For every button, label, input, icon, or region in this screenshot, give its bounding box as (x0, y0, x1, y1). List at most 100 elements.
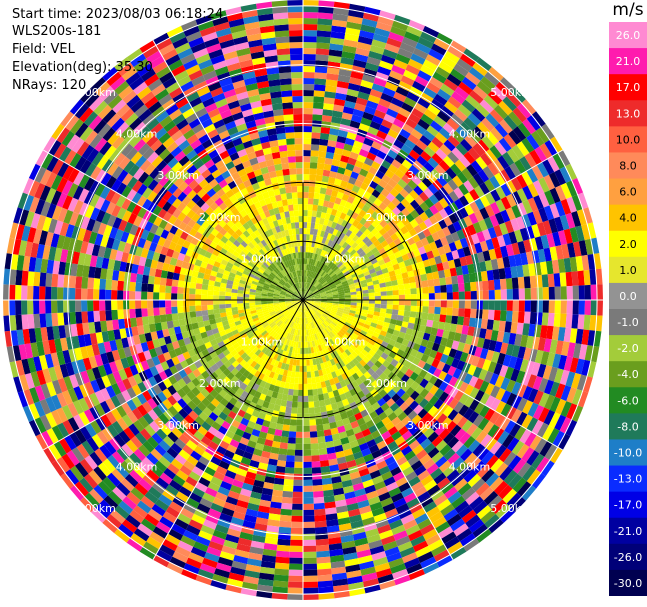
velocity-gate (430, 327, 438, 336)
velocity-gate (165, 313, 173, 322)
velocity-gate (485, 454, 499, 469)
velocity-gate (453, 523, 469, 537)
velocity-gate (447, 409, 459, 421)
velocity-gate (403, 184, 414, 194)
velocity-gate (307, 283, 312, 290)
velocity-gate (21, 270, 29, 286)
velocity-gate (341, 112, 353, 121)
velocity-gate (405, 213, 415, 223)
velocity-gate (342, 358, 349, 366)
velocity-gate (277, 538, 291, 546)
velocity-gate (286, 400, 293, 408)
velocity-gate (561, 243, 570, 259)
velocity-gate (353, 264, 361, 270)
velocity-gate (443, 205, 454, 216)
velocity-gate (313, 192, 320, 200)
velocity-gate (332, 294, 339, 297)
velocity-gate (468, 176, 480, 189)
velocity-gate (387, 201, 397, 211)
velocity-gate (443, 244, 452, 254)
velocity-gate (416, 433, 428, 445)
velocity-gate (506, 148, 520, 163)
velocity-gate (448, 376, 458, 387)
velocity-gate (338, 263, 345, 270)
velocity-gate (81, 276, 89, 289)
velocity-gate (421, 177, 433, 188)
velocity-gate (479, 405, 491, 418)
velocity-gate (500, 196, 512, 210)
velocity-gate (347, 246, 354, 254)
velocity-gate (340, 248, 348, 256)
velocity-gate (350, 171, 360, 180)
velocity-gate (403, 69, 418, 81)
velocity-gate (391, 431, 402, 441)
velocity-gate (510, 218, 520, 232)
velocity-gate (374, 406, 385, 416)
velocity-gate (436, 262, 444, 272)
velocity-gate (308, 295, 315, 299)
velocity-gate (328, 227, 335, 235)
velocity-gate (332, 304, 339, 308)
velocity-gate (313, 490, 324, 498)
velocity-gate (303, 150, 311, 157)
velocity-gate (428, 48, 444, 61)
velocity-gate (464, 452, 477, 466)
velocity-gate (450, 68, 466, 82)
velocity-gate (391, 64, 406, 76)
velocity-gate (329, 262, 336, 269)
velocity-gate (319, 217, 325, 225)
velocity-gate (105, 310, 113, 321)
velocity-gate (314, 297, 321, 299)
velocity-gate (319, 193, 326, 201)
velocity-gate (303, 545, 317, 552)
velocity-gate (420, 438, 432, 450)
velocity-gate (352, 251, 359, 259)
velocity-gate (350, 71, 364, 80)
velocity-gate (451, 315, 459, 325)
velocity-gate (384, 317, 391, 324)
velocity-gate (427, 103, 441, 116)
velocity-gate (531, 362, 541, 376)
velocity-gate (375, 170, 385, 180)
velocity-gate (313, 304, 320, 309)
velocity-gate (408, 19, 425, 32)
velocity-gate (328, 280, 335, 285)
velocity-gate (319, 454, 329, 462)
velocity-gate (441, 171, 453, 183)
velocity-gate (153, 307, 160, 316)
velocity-gate (391, 173, 402, 184)
velocity-gate (383, 206, 393, 216)
velocity-gate (339, 297, 345, 300)
velocity-gate (340, 118, 352, 127)
velocity-gate (360, 315, 367, 321)
velocity-gate (516, 141, 530, 157)
velocity-gate (315, 320, 320, 326)
velocity-gate (303, 389, 308, 396)
velocity-gate (385, 281, 392, 287)
velocity-gate (322, 169, 331, 177)
velocity-gate (393, 138, 405, 149)
velocity-gate (516, 322, 524, 335)
velocity-gate (434, 239, 443, 249)
velocity-gate (426, 125, 439, 137)
velocity-gate (386, 300, 393, 305)
velocity-gate (392, 206, 402, 216)
velocity-gate (452, 307, 459, 317)
velocity-gate (326, 305, 333, 308)
velocity-gate (401, 207, 411, 217)
velocity-gate (373, 251, 381, 258)
velocity-gate (311, 461, 321, 468)
velocity-gate (499, 507, 516, 523)
velocity-gate (317, 309, 324, 315)
velocity-gate (328, 49, 343, 57)
velocity-gate (434, 300, 441, 308)
velocity-gate (346, 209, 354, 217)
velocity-gate (445, 276, 453, 285)
velocity-gate (415, 139, 428, 151)
velocity-gate (502, 151, 515, 166)
velocity-gate (560, 198, 572, 215)
velocity-gate (459, 53, 476, 67)
velocity-gate (130, 317, 138, 328)
velocity-gate (417, 118, 430, 131)
velocity-gate (529, 275, 537, 289)
